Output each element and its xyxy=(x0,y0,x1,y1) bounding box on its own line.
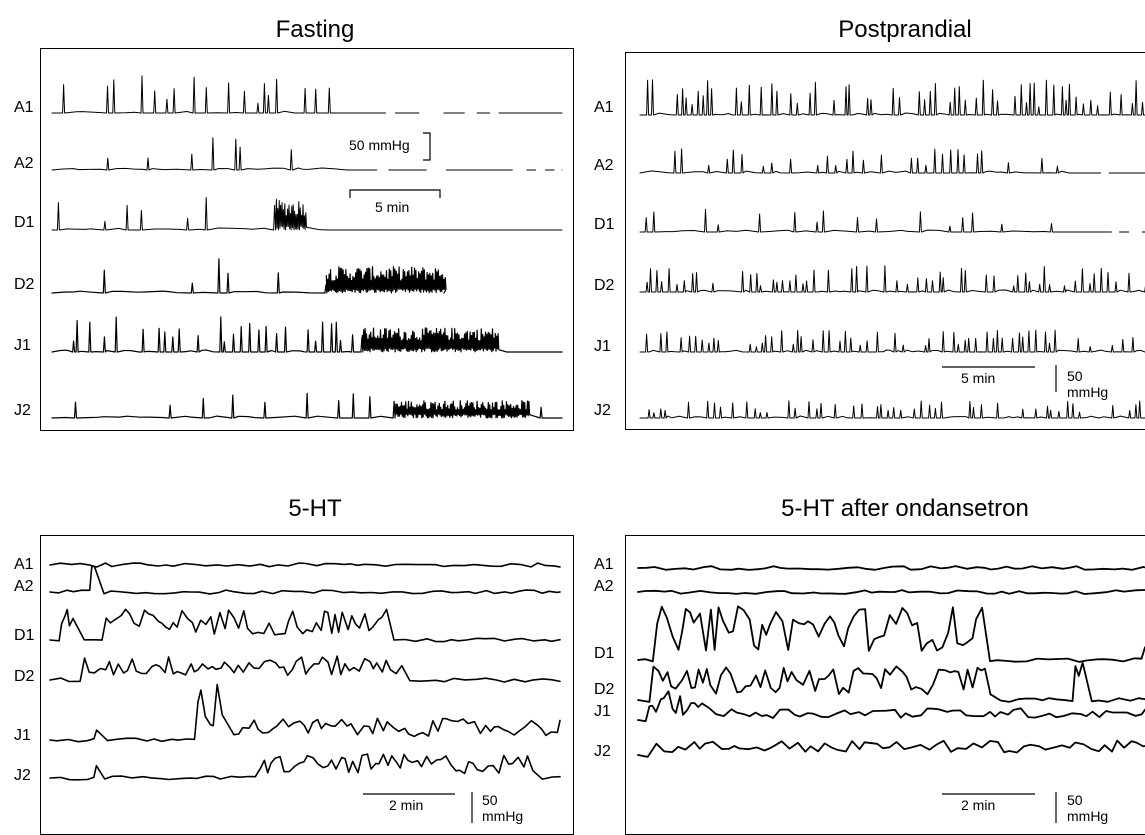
fasting-trace-j2 xyxy=(51,392,563,419)
postprandial-trace-a1 xyxy=(639,79,1145,116)
serotonin-label-a1: A1 xyxy=(14,556,34,573)
fasting-trace-a2 xyxy=(51,137,563,171)
serotonin-trace-d1 xyxy=(49,608,561,643)
fasting-label-d1: D1 xyxy=(14,214,35,231)
postprandial-label-d1: D1 xyxy=(594,216,615,233)
serotonin-title: 5-HT xyxy=(288,495,342,522)
serotonin-trace-j1 xyxy=(49,683,561,743)
ondansetron-label-j1: J1 xyxy=(594,703,611,720)
fasting-label-j2: J2 xyxy=(14,402,31,419)
ondansetron-trace-j2 xyxy=(637,739,1145,758)
serotonin-time-label: 2 min xyxy=(389,797,424,813)
postprandial-label-a1: A1 xyxy=(594,99,614,116)
postprandial-trace-d2 xyxy=(639,265,1145,293)
postprandial-trace-j1 xyxy=(639,329,1145,353)
ondansetron-trace-d1 xyxy=(637,605,1145,663)
ondansetron-trace-a2 xyxy=(637,589,1145,595)
ondansetron-amplitude-unit: mmHg xyxy=(1067,808,1109,824)
postprandial-panel xyxy=(625,52,1145,430)
fasting-time-bar xyxy=(349,189,441,198)
postprandial-trace-a2 xyxy=(639,148,1145,174)
fasting-trace-j1 xyxy=(51,316,563,353)
serotonin-trace-a2 xyxy=(49,565,561,595)
ondansetron-label-d2: D2 xyxy=(594,681,615,698)
postprandial-label-a2: A2 xyxy=(594,157,614,174)
serotonin-amplitude-unit: mmHg xyxy=(482,808,524,824)
postprandial-title: Postprandial xyxy=(838,16,972,43)
postprandial-trace-d1 xyxy=(639,208,1145,233)
postprandial-time-label: 5 min xyxy=(961,370,996,386)
serotonin-trace-j2 xyxy=(49,753,561,781)
serotonin-label-a2: A2 xyxy=(14,578,34,595)
fasting-trace-d1 xyxy=(51,197,563,231)
ondansetron-amplitude-value: 50 xyxy=(1067,792,1083,808)
ondansetron-trace-j1 xyxy=(637,690,1145,723)
ondansetron-title: 5-HT after ondansetron xyxy=(781,495,1029,522)
fasting-amplitude-bar xyxy=(423,132,431,161)
ondansetron-trace-d2 xyxy=(637,661,1145,703)
ondansetron-label-a1: A1 xyxy=(594,556,614,573)
fasting-time-label: 5 min xyxy=(375,199,410,215)
serotonin-label-j1: J1 xyxy=(14,727,31,744)
fasting-panel xyxy=(40,48,574,431)
fasting-trace-a1 xyxy=(51,75,563,114)
ondansetron-time-label: 2 min xyxy=(961,797,996,813)
postprandial-label-j2: J2 xyxy=(594,402,611,419)
postprandial-label-d2: D2 xyxy=(594,277,615,294)
fasting-label-a1: A1 xyxy=(14,99,34,116)
ondansetron-trace-a1 xyxy=(637,565,1145,571)
ondansetron-label-a2: A2 xyxy=(594,578,614,595)
fasting-title: Fasting xyxy=(275,16,355,43)
serotonin-trace-a1 xyxy=(49,562,561,568)
fasting-label-a2: A2 xyxy=(14,155,34,172)
serotonin-label-d1: D1 xyxy=(14,627,35,644)
serotonin-label-d2: D2 xyxy=(14,668,35,685)
ondansetron-label-j2: J2 xyxy=(594,743,611,760)
fasting-label-j1: J1 xyxy=(14,337,31,354)
ondansetron-label-d1: D1 xyxy=(594,645,615,662)
fasting-trace-d2 xyxy=(51,258,447,294)
postprandial-label-j1: J1 xyxy=(594,338,611,355)
serotonin-amplitude-value: 50 xyxy=(482,792,498,808)
postprandial-amplitude-unit: mmHg xyxy=(1067,384,1109,400)
postprandial-amplitude-value: 50 xyxy=(1067,368,1083,384)
fasting-amplitude-label: 50 mmHg xyxy=(349,137,410,153)
postprandial-trace-j2 xyxy=(639,400,1145,419)
fasting-label-d2: D2 xyxy=(14,276,35,293)
serotonin-label-j2: J2 xyxy=(14,767,31,784)
serotonin-trace-d2 xyxy=(49,655,561,683)
